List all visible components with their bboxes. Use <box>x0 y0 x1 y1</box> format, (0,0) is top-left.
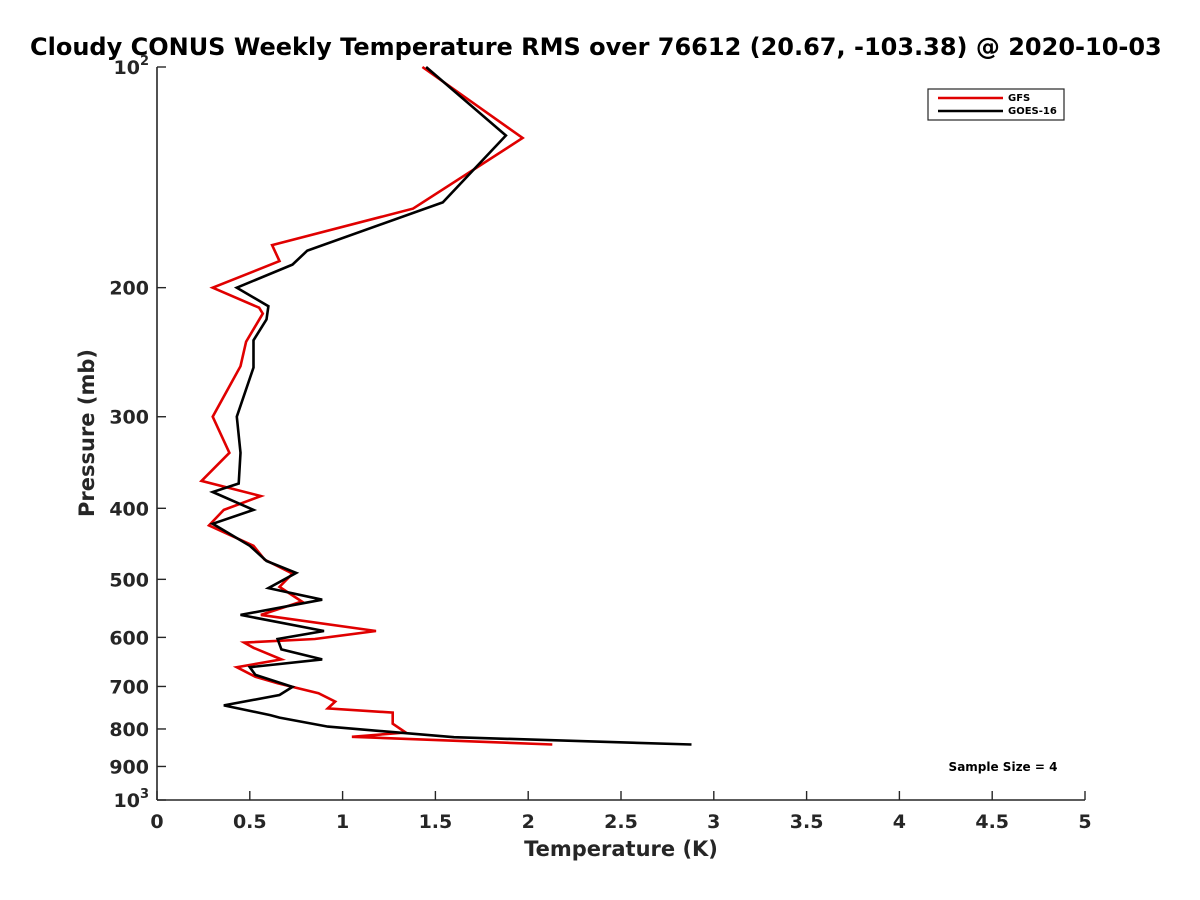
series-line-goes-16 <box>209 66 692 746</box>
x-tick-label: 0.5 <box>233 811 267 833</box>
y-tick-label: 200 <box>109 278 149 300</box>
x-tick-label: 2 <box>522 811 535 833</box>
y-axis-label: Pressure (mb) <box>75 349 99 517</box>
legend-label-goes-16: GOES-16 <box>1008 106 1057 117</box>
sample-size-annotation: Sample Size = 4 <box>949 760 1058 774</box>
y-tick-label: 102 <box>114 54 150 79</box>
y-tick-label: 600 <box>109 627 149 649</box>
x-tick-label: 0 <box>150 811 163 833</box>
x-tick-label: 1.5 <box>419 811 453 833</box>
chart-title: Cloudy CONUS Weekly Temperature RMS over… <box>30 33 1162 61</box>
x-tick-label: 5 <box>1078 811 1091 833</box>
x-tick-label: 1 <box>336 811 349 833</box>
y-tick-label: 900 <box>109 756 149 778</box>
y-tick-label: 400 <box>109 498 149 520</box>
legend: GFS GOES-16 <box>927 88 1065 121</box>
y-tick-label: 700 <box>109 676 149 698</box>
x-tick-label: 4.5 <box>975 811 1009 833</box>
x-tick-label: 3.5 <box>790 811 824 833</box>
x-tick-label: 3 <box>707 811 720 833</box>
y-axis: 102 200 300 400 500 600 700 800 900 103 <box>109 54 166 812</box>
x-axis-label: Temperature (K) <box>524 837 718 861</box>
y-tick-label: 500 <box>109 569 149 591</box>
legend-box <box>927 88 1065 121</box>
x-tick-label: 4 <box>893 811 906 833</box>
series-line-gfs <box>198 65 553 746</box>
legend-label-gfs: GFS <box>1008 93 1030 104</box>
y-tick-label: 300 <box>109 407 149 429</box>
y-tick-label: 103 <box>114 787 150 812</box>
series-layer <box>198 65 692 746</box>
x-tick-label: 2.5 <box>604 811 638 833</box>
y-tick-label: 800 <box>109 719 149 741</box>
x-axis: 0 0.5 1 1.5 2 2.5 3 3.5 4 4.5 5 <box>150 791 1092 833</box>
